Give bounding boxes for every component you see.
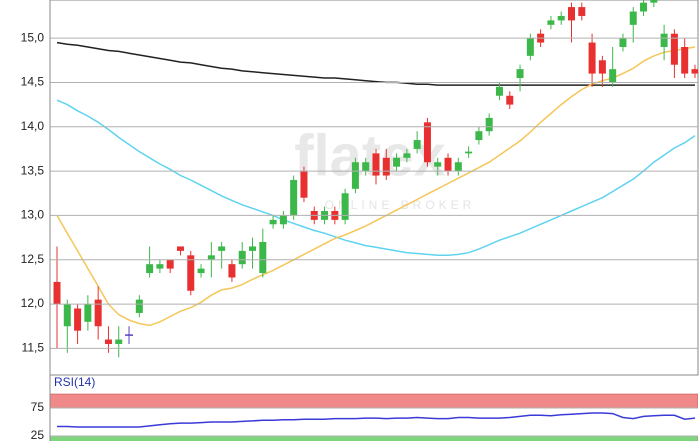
candle-body <box>444 157 452 172</box>
y-tick-label: 15,0 <box>21 30 45 44</box>
candle-body <box>290 179 298 216</box>
candle-body <box>300 171 308 198</box>
candle-body <box>74 308 82 331</box>
candle-body <box>351 162 359 189</box>
rsi-title: RSI(14) <box>54 375 95 389</box>
candle-body <box>588 42 596 74</box>
watermark-sub: ONLINE BROKER <box>325 198 476 212</box>
candle-body <box>238 250 246 265</box>
y-tick-label: 25 <box>31 428 45 441</box>
line-series <box>56 41 695 86</box>
candle-body <box>259 242 267 274</box>
y-tick-label: 12,0 <box>21 296 45 310</box>
candle-body <box>53 281 61 305</box>
candle-body <box>156 264 164 269</box>
candle-body <box>629 11 637 25</box>
line-series <box>56 46 696 327</box>
candle-body <box>176 246 184 251</box>
candle-body <box>506 95 514 105</box>
candle-body <box>104 339 112 344</box>
candle-body <box>526 38 534 56</box>
candle-body <box>475 131 483 141</box>
candle-body <box>660 33 668 47</box>
candle-body <box>485 117 493 132</box>
candle-body <box>465 151 473 154</box>
candle-body <box>516 69 524 79</box>
y-tick-label: 11,5 <box>22 341 45 355</box>
candle-body <box>609 69 617 83</box>
line-series <box>56 99 696 257</box>
candle-body <box>681 46 689 74</box>
band <box>50 393 698 409</box>
candle-body <box>670 33 678 65</box>
candle-body <box>197 268 205 274</box>
y-tick-label: 12,5 <box>21 252 45 266</box>
candle-body <box>557 15 565 21</box>
y-tick-label: 13,0 <box>21 208 45 222</box>
y-tick-label: 14,5 <box>21 75 45 89</box>
candle-body <box>115 339 123 344</box>
candle-body <box>372 153 380 176</box>
candle-body <box>434 162 442 167</box>
watermark: flatex <box>294 123 446 188</box>
candle-body <box>228 264 236 278</box>
candle-body <box>495 86 503 96</box>
candle-body <box>393 157 401 167</box>
main-plot <box>53 0 698 358</box>
y-tick-label: 75 <box>31 400 45 414</box>
candle-body <box>218 246 226 251</box>
candle-body <box>94 299 102 327</box>
candle-body <box>403 153 411 158</box>
candle-body <box>640 2 648 12</box>
candle-body <box>249 246 257 251</box>
band <box>50 435 698 441</box>
candle-body <box>598 60 606 74</box>
candle-body <box>578 7 586 16</box>
candle-body <box>146 264 154 274</box>
candle-body <box>650 0 658 3</box>
candle-body <box>166 259 174 269</box>
candle-body <box>454 162 462 172</box>
rsi-plot <box>50 393 698 441</box>
candle-body <box>362 162 370 172</box>
candle-body <box>63 304 71 327</box>
candle-body <box>341 193 349 220</box>
candle-body <box>413 140 421 149</box>
candle-body <box>135 299 143 313</box>
candle-body <box>423 122 431 163</box>
candle-body <box>547 20 555 25</box>
candle-body <box>269 219 277 225</box>
candle-body <box>382 157 390 176</box>
candle-body <box>279 215 287 225</box>
y-tick-label: 13,5 <box>21 163 45 177</box>
line-series <box>57 412 696 428</box>
candle-body <box>619 38 627 47</box>
candle-body <box>187 255 195 291</box>
candle-body <box>568 7 575 21</box>
y-tick-label: 14,0 <box>21 119 45 133</box>
candle-body <box>691 69 698 74</box>
candle-body <box>84 304 92 322</box>
candle-body <box>207 255 215 260</box>
